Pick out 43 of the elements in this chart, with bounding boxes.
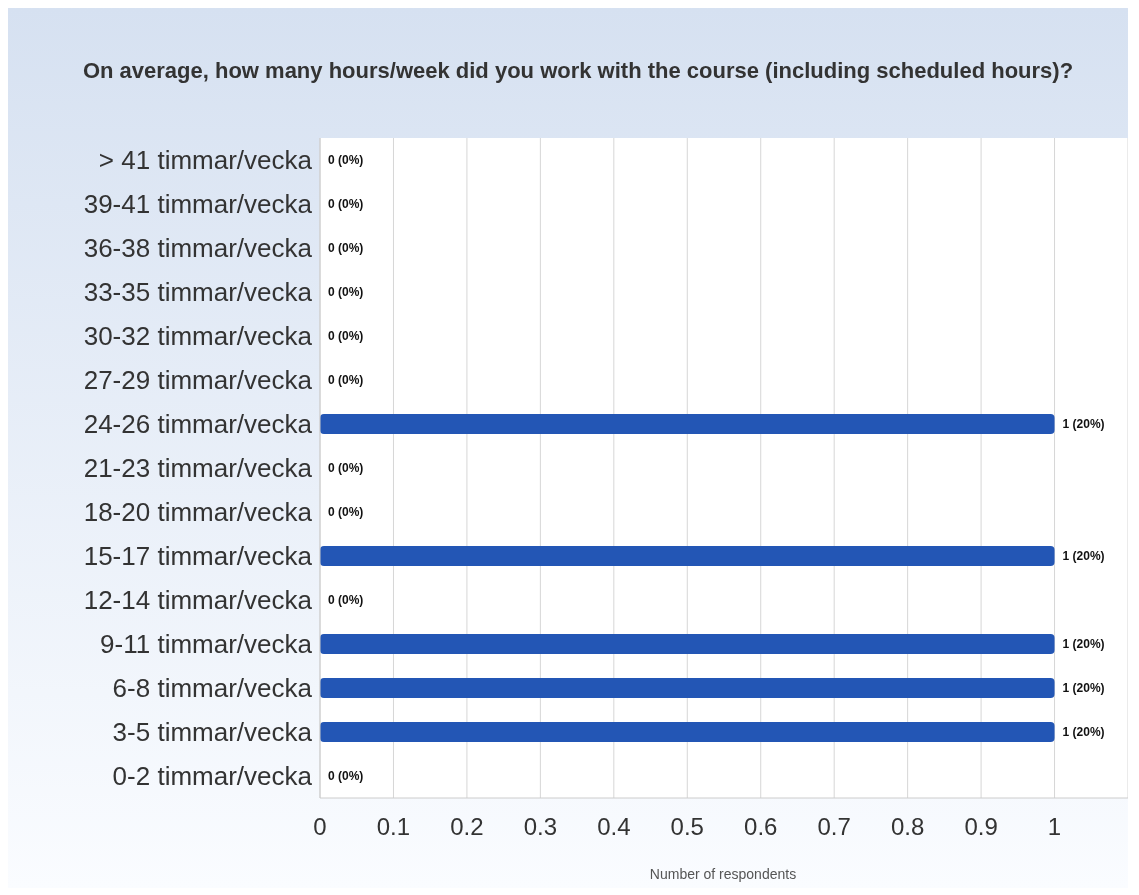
x-tick-label: 0.7 [817, 813, 851, 841]
data-label: 0 (0%) [328, 505, 364, 519]
x-tick-label: 0.5 [670, 813, 704, 841]
y-tick-label: 6-8 timmar/vecka [112, 673, 313, 704]
data-label: 0 (0%) [328, 285, 364, 299]
y-tick-label: 30-32 timmar/vecka [83, 321, 313, 352]
chart-title: On average, how many hours/week did you work with the course (including scheduled hours)? [81, 58, 1075, 84]
data-label: 0 (0%) [328, 769, 364, 783]
data-label: 0 (0%) [328, 593, 364, 607]
data-label: 1 (20%) [1062, 417, 1105, 431]
x-axis-title: Number of respondents [648, 866, 798, 882]
y-tick-label: 12-14 timmar/vecka [83, 585, 313, 616]
data-label: 0 (0%) [328, 329, 364, 343]
x-tick-label: 0.8 [890, 813, 925, 841]
y-tick-label: 27-29 timmar/vecka [83, 365, 313, 396]
x-tick-label: 1 [1047, 813, 1062, 841]
data-label: 1 (20%) [1062, 681, 1105, 695]
x-tick-label: 0.3 [523, 813, 558, 841]
y-tick-label: 3-5 timmar/vecka [112, 717, 313, 748]
x-tick-label: 0.6 [744, 813, 778, 841]
y-tick-label: 18-20 timmar/vecka [83, 497, 313, 528]
data-label: 0 (0%) [328, 461, 364, 475]
data-label: 0 (0%) [328, 153, 364, 167]
data-label: 0 (0%) [328, 197, 364, 211]
data-label: 1 (20%) [1062, 549, 1105, 563]
y-tick-label: 21-23 timmar/vecka [83, 453, 313, 484]
data-label: 1 (20%) [1062, 725, 1105, 739]
x-tick-label: 0.2 [450, 813, 484, 841]
x-tick-label: 0.4 [597, 813, 631, 841]
y-tick-label: 39-41 timmar/vecka [83, 189, 313, 220]
x-tick-label: 0.9 [964, 813, 998, 841]
data-label: 1 (20%) [1062, 637, 1105, 651]
x-tick-label: 0 [313, 813, 327, 841]
data-label: 0 (0%) [328, 241, 364, 255]
y-tick-label: 15-17 timmar/vecka [83, 541, 313, 572]
y-tick-label: 24-26 timmar/vecka [83, 409, 313, 440]
y-tick-label: 36-38 timmar/vecka [83, 233, 313, 264]
data-label: 0 (0%) [328, 373, 364, 387]
y-tick-label: > 41 timmar/vecka [98, 145, 313, 176]
y-tick-label: 33-35 timmar/vecka [83, 277, 313, 308]
y-tick-label: 9-11 timmar/vecka [100, 629, 313, 660]
y-tick-label: 0-2 timmar/vecka [112, 761, 313, 792]
x-tick-label: 0.1 [376, 813, 411, 841]
